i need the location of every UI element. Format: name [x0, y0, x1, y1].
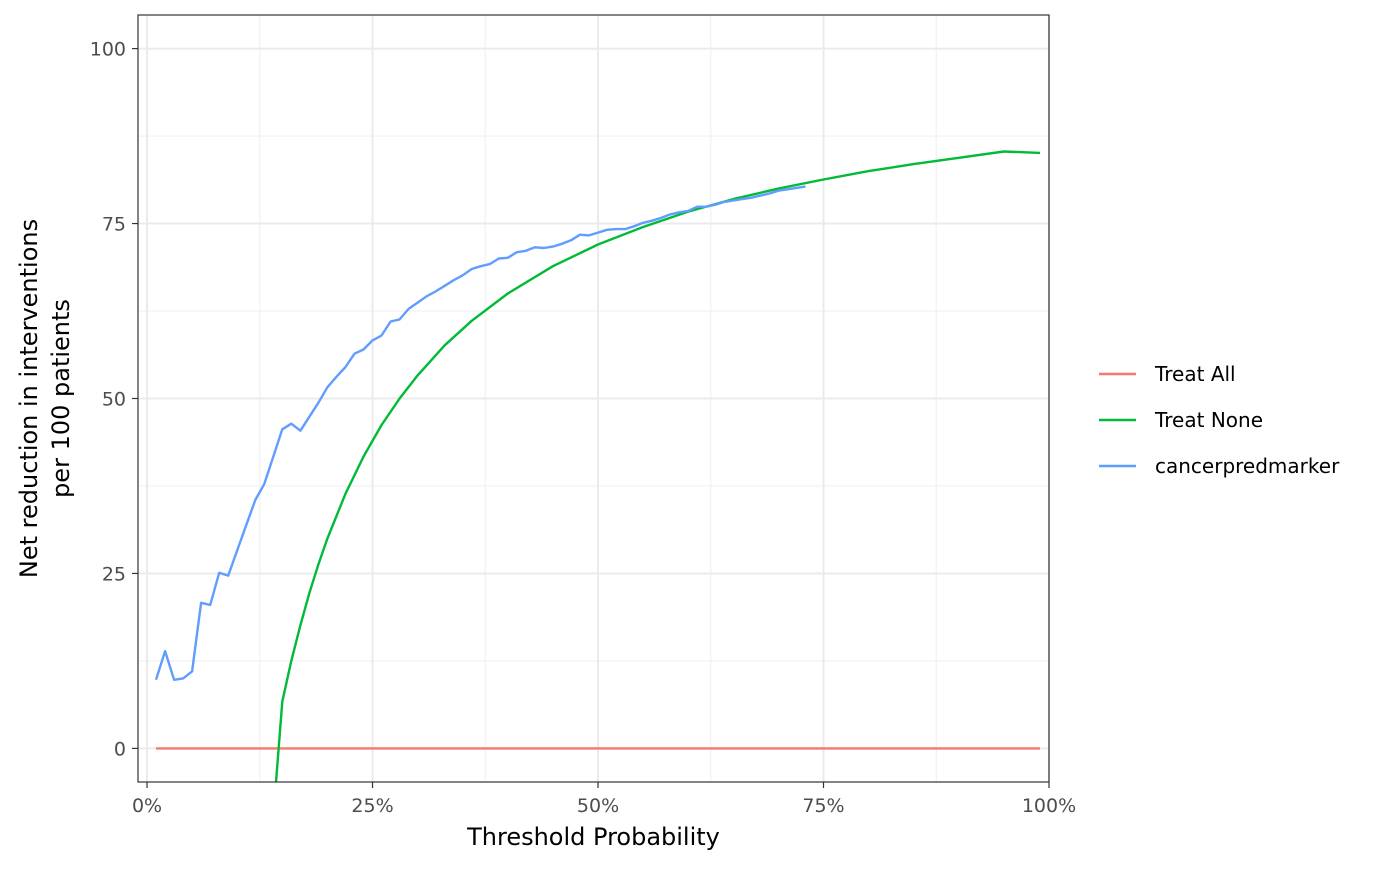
y-tick-label: 25	[102, 563, 126, 585]
x-tick-label: 0%	[132, 795, 162, 817]
x-tick-label: 50%	[577, 795, 619, 817]
y-tick-label: 0	[114, 738, 126, 760]
series-line-treat-none	[274, 150, 1041, 782]
x-tick-label: 25%	[351, 795, 393, 817]
x-tick-label: 75%	[802, 795, 844, 817]
y-tick-label: 100	[90, 39, 126, 61]
y-tick-label: 75	[102, 214, 126, 236]
y-axis-title-line1: Net reduction in interventions	[15, 219, 43, 578]
x-axis-title: Threshold Probability	[466, 823, 720, 851]
y-tick-label: 50	[102, 389, 126, 411]
legend-label-cancerpredmarker: cancerpredmarker	[1155, 454, 1340, 478]
y-axis-title-line2: per 100 patients	[47, 299, 75, 498]
legend-label-treat-all: Treat All	[1154, 362, 1236, 386]
x-tick-label: 100%	[1022, 795, 1076, 817]
series-line-cancerpredmarker	[154, 185, 806, 681]
legend-label-treat-none: Treat None	[1154, 408, 1263, 432]
